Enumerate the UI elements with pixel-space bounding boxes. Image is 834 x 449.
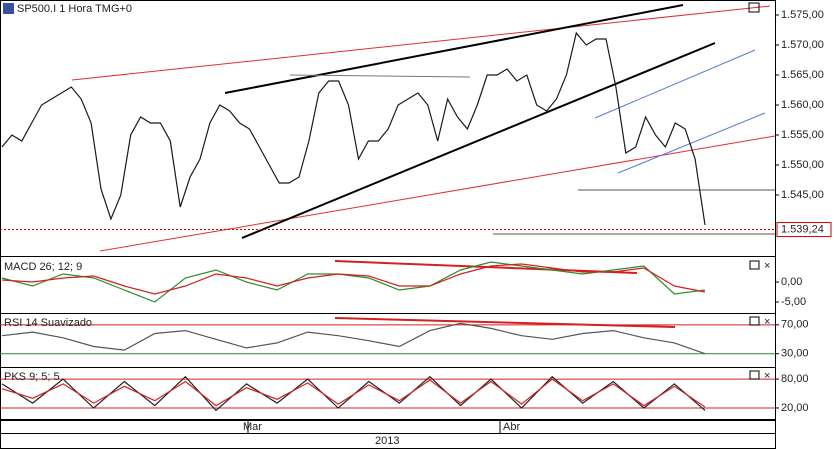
- y-tick-label: 0,00: [781, 276, 802, 288]
- y-tick-label: 1.560,00: [781, 99, 824, 111]
- year-label: 2013: [375, 435, 399, 447]
- maximize-button[interactable]: [748, 2, 760, 13]
- panel-title: RSI 14 Suavizado: [4, 317, 92, 329]
- series-line: [1, 263, 706, 295]
- time-axis: [0, 420, 776, 434]
- y-tick-label: 30,00: [781, 348, 809, 360]
- panel-maximize: [749, 370, 760, 380]
- panel-title: PKS 9; 5; 5: [4, 371, 60, 383]
- panel-title: MACD 26; 12; 9: [4, 261, 82, 273]
- last-price-box: [776, 222, 832, 238]
- series-line: [1, 322, 706, 355]
- panel-maximize: [749, 316, 760, 326]
- panel-maximize: [749, 260, 760, 270]
- time-label: Abr: [503, 421, 520, 433]
- y-tick-label: 1.545,00: [781, 189, 824, 201]
- y-tick-label: 1.550,00: [781, 159, 824, 171]
- time-label: Mar: [243, 421, 262, 433]
- series-line: [1, 378, 706, 408]
- y-tick-label: 1.575,00: [781, 9, 824, 21]
- plot-frame: [0, 0, 776, 420]
- y-tick-label: 1.555,00: [781, 129, 824, 141]
- y-tick-label: 80,00: [781, 373, 809, 385]
- symbol-icon[interactable]: [3, 3, 14, 14]
- panel-close: ×: [764, 260, 770, 272]
- y-tick-label: 1.565,00: [781, 69, 824, 81]
- y-tick-label: 1.570,00: [781, 39, 824, 51]
- y-tick-label: 70,00: [781, 319, 809, 331]
- last-price-label: 1.539,24: [781, 223, 824, 235]
- y-tick-label: 20,00: [781, 402, 809, 414]
- series-line: [1, 31, 706, 226]
- panel-close: ×: [764, 370, 770, 382]
- y-tick-label: -5,00: [781, 296, 806, 308]
- series-line: [1, 261, 706, 303]
- panel-title: SP500.I 1 Hora TMG+0: [17, 3, 132, 15]
- panel-close: ×: [764, 316, 770, 328]
